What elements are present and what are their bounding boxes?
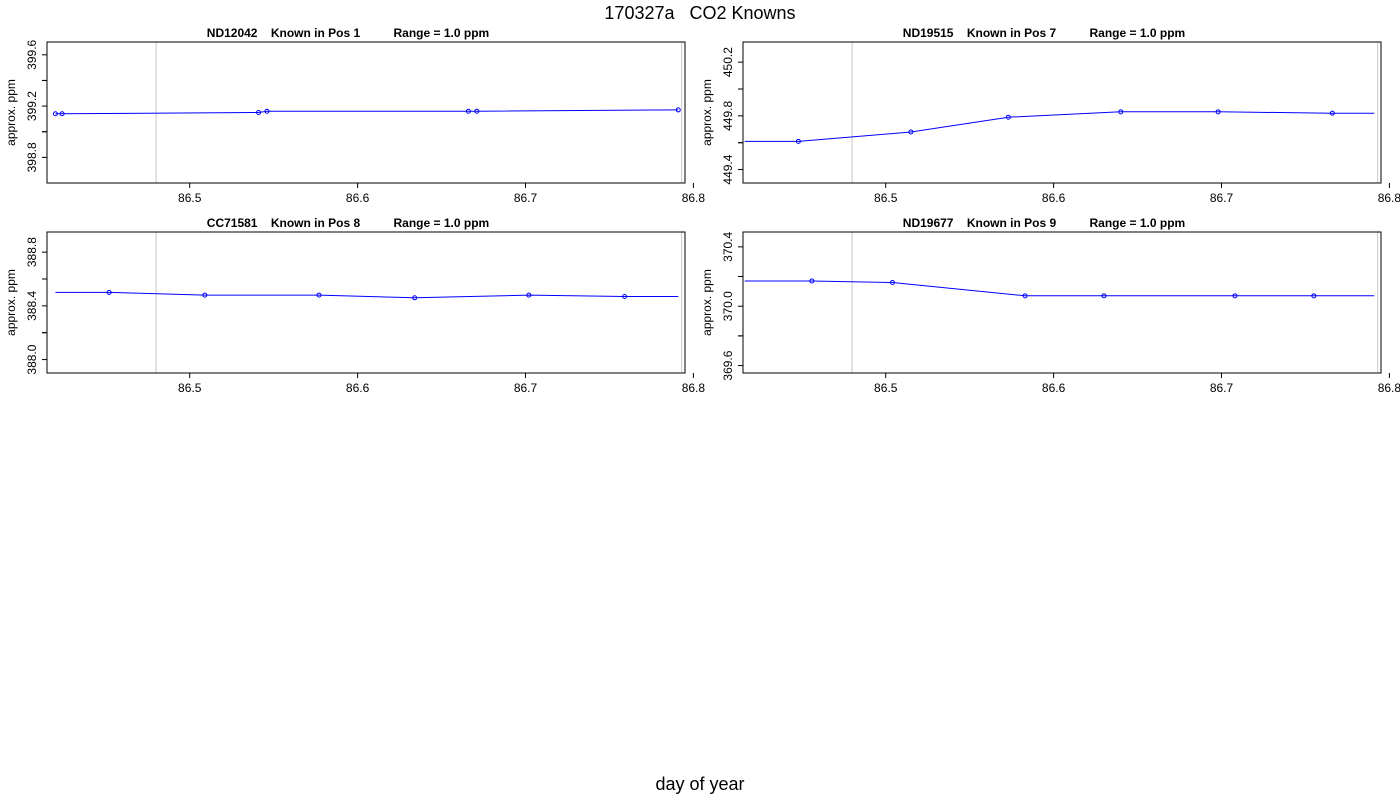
x-tick-label: 86.7 bbox=[514, 381, 538, 395]
data-point bbox=[316, 292, 322, 298]
data-point bbox=[809, 278, 815, 284]
chart-panel-2: ND19515 Known in Pos 7 Range = 1.0 ppm 86… bbox=[700, 26, 1400, 205]
x-tick-label: 86.6 bbox=[1042, 191, 1066, 205]
data-point bbox=[52, 111, 58, 117]
series-line bbox=[55, 291, 679, 299]
data-point bbox=[256, 110, 262, 115]
x-tick-label: 86.5 bbox=[874, 381, 898, 395]
chart-panel-3: CC71581 Known in Pos 8 Range = 1.0 ppm 86… bbox=[4, 216, 705, 395]
plot-frame bbox=[46, 231, 686, 374]
plot-frame bbox=[46, 41, 686, 184]
x-axis-label: day of year bbox=[655, 774, 745, 794]
y-axis-label: approx. ppm bbox=[700, 269, 714, 336]
data-point bbox=[465, 108, 471, 114]
data-point bbox=[59, 111, 65, 117]
data-point bbox=[795, 138, 801, 144]
y-tick-label: 449.8 bbox=[721, 101, 735, 131]
x-tick-label: 86.5 bbox=[178, 191, 202, 205]
x-tick-label: 86.6 bbox=[346, 191, 370, 205]
panel-title: ND19677 Known in Pos 9 Range = 1.0 ppm bbox=[903, 216, 1185, 230]
data-point bbox=[622, 293, 628, 299]
data-point bbox=[1215, 109, 1221, 115]
data-point bbox=[675, 107, 681, 113]
y-tick-label: 449.4 bbox=[721, 154, 735, 184]
data-point bbox=[264, 108, 270, 114]
y-axis-label: approx. ppm bbox=[4, 269, 18, 336]
y-axis-label: approx. ppm bbox=[700, 79, 714, 146]
data-point bbox=[1005, 114, 1011, 120]
x-tick-label: 86.7 bbox=[1210, 191, 1234, 205]
data-point bbox=[1022, 293, 1028, 299]
data-point bbox=[1101, 293, 1107, 299]
data-point bbox=[1232, 293, 1238, 299]
y-tick-label: 388.8 bbox=[25, 237, 39, 267]
data-point bbox=[412, 295, 418, 301]
x-tick-label: 86.6 bbox=[346, 381, 370, 395]
panel-title: ND19515 Known in Pos 7 Range = 1.0 ppm bbox=[903, 26, 1185, 40]
data-point bbox=[474, 108, 480, 114]
plot-frame bbox=[742, 231, 1382, 374]
data-point bbox=[1329, 110, 1335, 116]
x-tick-label: 86.6 bbox=[1042, 381, 1066, 395]
data-point bbox=[908, 129, 914, 135]
series-line bbox=[744, 111, 1375, 142]
data-point bbox=[1118, 109, 1124, 115]
data-point bbox=[889, 279, 895, 285]
x-tick-label: 86.8 bbox=[682, 191, 706, 205]
y-tick-label: 388.0 bbox=[25, 344, 39, 374]
x-tick-label: 86.8 bbox=[1378, 381, 1400, 395]
series-line bbox=[55, 109, 679, 115]
y-tick-label: 370.0 bbox=[721, 291, 735, 321]
y-tick-label: 370.4 bbox=[721, 232, 735, 262]
data-point bbox=[106, 289, 112, 295]
x-tick-label: 86.5 bbox=[874, 191, 898, 205]
panel-title: ND12042 Known in Pos 1 Range = 1.0 ppm bbox=[207, 26, 489, 40]
y-tick-label: 450.2 bbox=[721, 47, 735, 77]
y-tick-label: 388.4 bbox=[25, 291, 39, 321]
y-tick-label: 369.6 bbox=[721, 350, 735, 380]
chart-panel-1: ND12042 Known in Pos 1 Range = 1.0 ppm 86… bbox=[4, 26, 705, 205]
y-tick-label: 399.2 bbox=[25, 91, 39, 121]
y-tick-label: 398.8 bbox=[25, 142, 39, 172]
data-point bbox=[526, 292, 532, 298]
data-point bbox=[202, 292, 208, 298]
x-tick-label: 86.8 bbox=[1378, 191, 1400, 205]
y-axis-label: approx. ppm bbox=[4, 79, 18, 146]
y-tick-label: 399.6 bbox=[25, 39, 39, 69]
panel-title: CC71581 Known in Pos 8 Range = 1.0 ppm bbox=[207, 216, 489, 230]
chart-panel-4: ND19677 Known in Pos 9 Range = 1.0 ppm 86… bbox=[700, 216, 1400, 395]
plot-frame bbox=[742, 41, 1382, 184]
x-tick-label: 86.7 bbox=[1210, 381, 1234, 395]
x-tick-label: 86.8 bbox=[682, 381, 706, 395]
x-tick-label: 86.5 bbox=[178, 381, 202, 395]
figure-title: 170327a CO2 Knowns bbox=[604, 3, 796, 23]
series-line bbox=[744, 280, 1375, 297]
x-tick-label: 86.7 bbox=[514, 191, 538, 205]
data-point bbox=[1311, 293, 1317, 299]
